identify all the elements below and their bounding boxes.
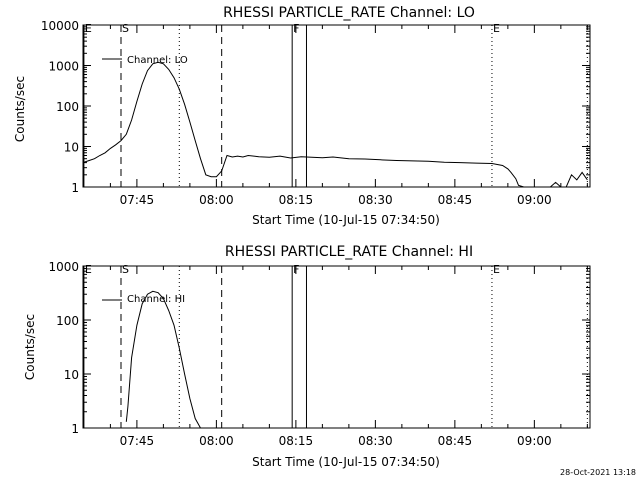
lo-chart-title: RHESSI PARTICLE_RATE Channel: LO xyxy=(223,5,475,21)
lo-x-tick-label: 08:00 xyxy=(199,193,234,207)
hi-y-tick-label: 1 xyxy=(71,422,79,436)
lo-legend-label: Channel: LO xyxy=(127,55,188,66)
hi-legend-label: Channel: HI xyxy=(127,294,185,305)
lo-y-tick-label: 1 xyxy=(71,181,79,195)
lo-data-series-line xyxy=(82,61,588,188)
lo-x-tick-label: 07:45 xyxy=(120,193,155,207)
hi-y-tick-label: 10 xyxy=(64,368,79,382)
hi-y-axis-label: Counts/sec xyxy=(23,314,37,380)
lo-y-tick-label: 10 xyxy=(64,141,79,155)
hi-event-marker-label: S xyxy=(122,263,129,276)
lo-x-tick-label: 08:45 xyxy=(438,193,473,207)
hi-x-tick-label: 08:30 xyxy=(358,434,393,448)
lo-event-marker-label: S xyxy=(122,22,129,35)
lo-y-tick-label: 100 xyxy=(56,100,79,114)
hi-plot-frame xyxy=(82,265,591,429)
lo-y-tick-label: 1000 xyxy=(48,60,79,74)
hi-x-axis-label: Start Time (10-Jul-15 07:34:50) xyxy=(252,455,440,469)
hi-event-marker-label: F xyxy=(293,263,299,276)
timestamp: 28-Oct-2021 13:18 xyxy=(560,468,636,477)
lo-y-axis-label: Counts/sec xyxy=(13,76,27,142)
lo-x-tick-label: 08:30 xyxy=(358,193,393,207)
hi-x-tick-label: 07:45 xyxy=(120,434,155,448)
hi-y-tick-label: 100 xyxy=(56,314,79,328)
lo-event-marker-label: E xyxy=(85,22,92,35)
hi-event-marker-label: E xyxy=(85,263,92,276)
lo-event-marker-label: F xyxy=(293,22,299,35)
lo-y-tick-label: 10000 xyxy=(41,19,79,33)
hi-chart-title: RHESSI PARTICLE_RATE Channel: HI xyxy=(225,244,473,260)
hi-channel-panel: RHESSI PARTICLE_RATE Channel: HI Counts/… xyxy=(23,244,591,469)
hi-y-tick-label: 1000 xyxy=(48,260,79,274)
lo-channel-panel: RHESSI PARTICLE_RATE Channel: LO Counts/… xyxy=(13,5,591,227)
lo-event-marker-label: E xyxy=(493,22,500,35)
hi-event-marker-label: E xyxy=(493,263,500,276)
hi-data-series-line xyxy=(125,290,201,429)
lo-x-tick-label: 09:00 xyxy=(517,193,552,207)
lo-plot-frame xyxy=(82,24,591,188)
lo-x-axis-label: Start Time (10-Jul-15 07:34:50) xyxy=(252,213,440,227)
hi-x-tick-label: 08:00 xyxy=(199,434,234,448)
hi-x-tick-label: 09:00 xyxy=(517,434,552,448)
hi-x-tick-label: 08:15 xyxy=(279,434,314,448)
hi-x-tick-label: 08:45 xyxy=(438,434,473,448)
lo-x-tick-label: 08:15 xyxy=(279,193,314,207)
